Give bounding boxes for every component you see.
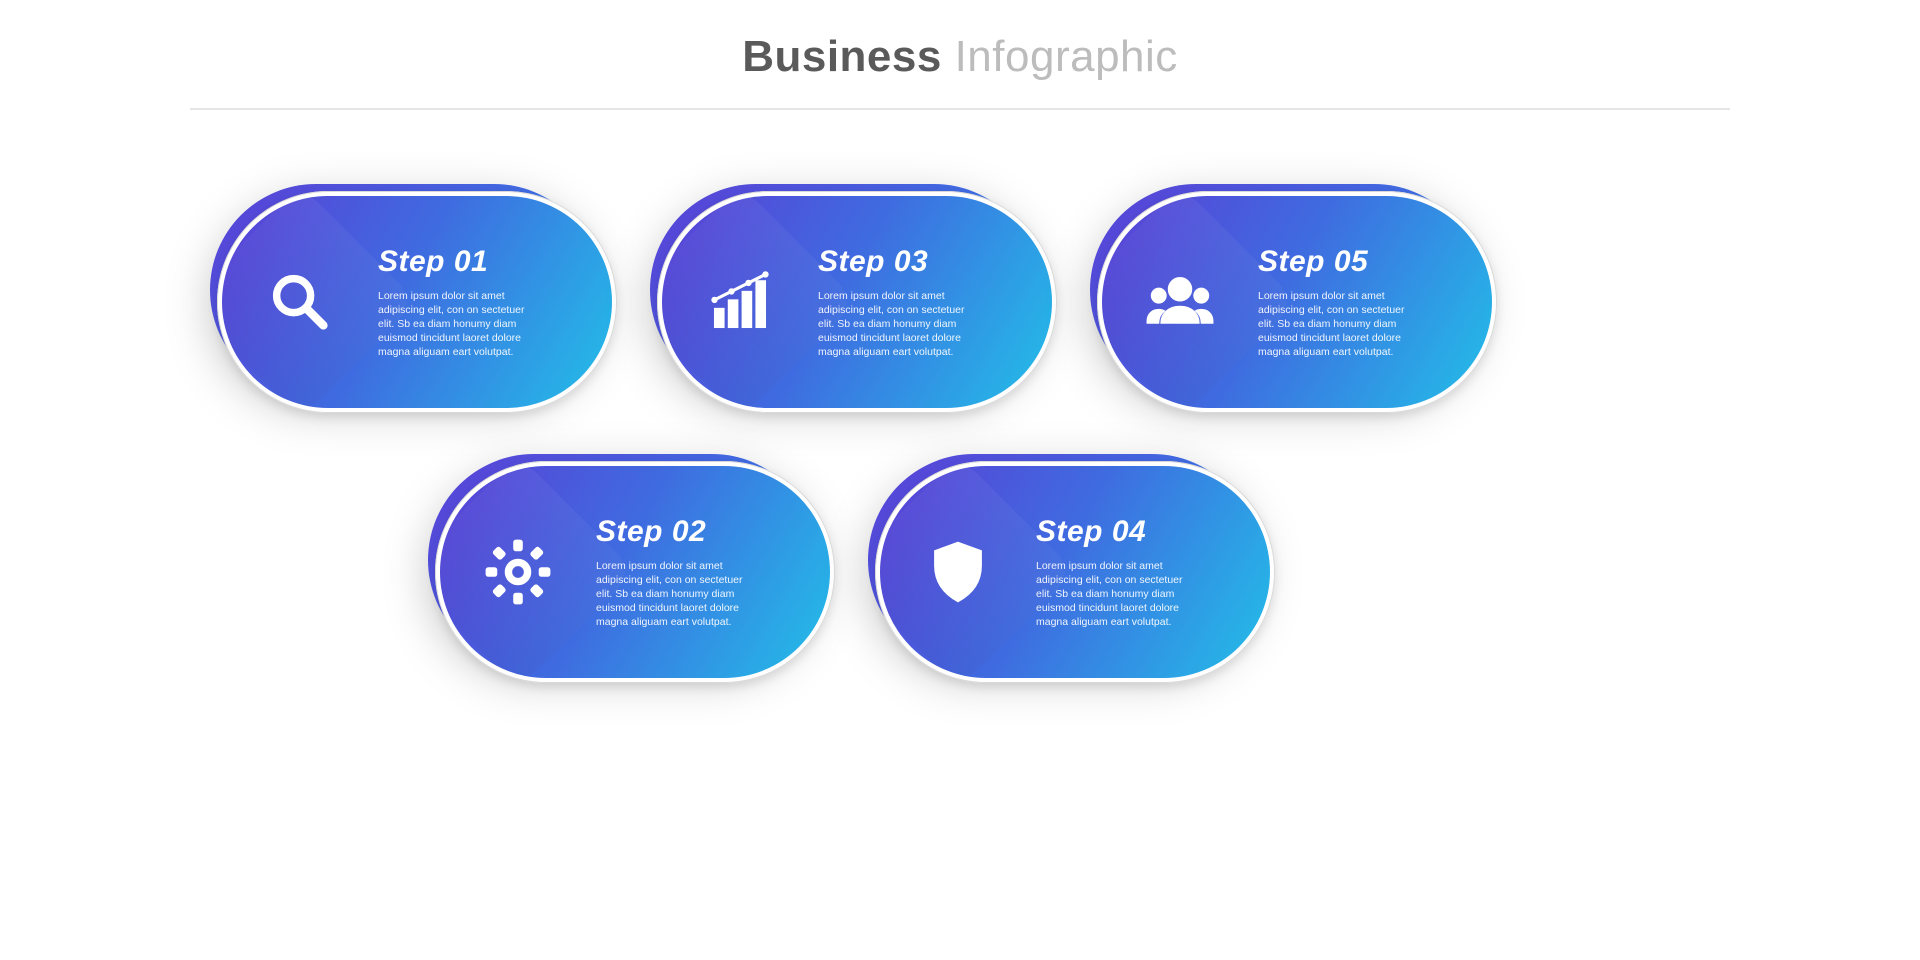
step-desc: Lorem ipsum dolor sit ametadipiscing eli… xyxy=(1036,559,1236,630)
people-icon xyxy=(1102,196,1258,408)
step-desc: Lorem ipsum dolor sit ametadipiscing eli… xyxy=(818,289,1018,360)
step-desc: Lorem ipsum dolor sit ametadipiscing eli… xyxy=(1258,289,1458,360)
magnifier-icon xyxy=(222,196,378,408)
gear-icon xyxy=(440,466,596,678)
step-title: Step 01 xyxy=(378,245,578,279)
step-title: Step 05 xyxy=(1258,245,1458,279)
step-card-05: Step 05 Lorem ipsum dolor sit ametadipis… xyxy=(1102,196,1492,408)
step-card-03: Step 03 Lorem ipsum dolor sit ametadipis… xyxy=(662,196,1052,408)
step-title: Step 02 xyxy=(596,515,796,549)
step-title: Step 04 xyxy=(1036,515,1236,549)
header-divider xyxy=(190,108,1730,110)
infographic-canvas: Business Infographic Step 01 Lorem ipsum… xyxy=(0,0,1920,960)
step-card-04: Step 04 Lorem ipsum dolor sit ametadipis… xyxy=(880,466,1270,678)
step-card-01: Step 01 Lorem ipsum dolor sit ametadipis… xyxy=(222,196,612,408)
step-desc: Lorem ipsum dolor sit ametadipiscing eli… xyxy=(596,559,796,630)
header: Business Infographic xyxy=(0,32,1920,82)
title-word-2: Infographic xyxy=(955,32,1178,81)
step-desc: Lorem ipsum dolor sit ametadipiscing eli… xyxy=(378,289,578,360)
bar-chart-icon xyxy=(662,196,818,408)
shield-icon xyxy=(880,466,1036,678)
page-title: Business Infographic xyxy=(0,32,1920,82)
title-word-1: Business xyxy=(742,32,942,81)
step-title: Step 03 xyxy=(818,245,1018,279)
step-card-02: Step 02 Lorem ipsum dolor sit ametadipis… xyxy=(440,466,830,678)
